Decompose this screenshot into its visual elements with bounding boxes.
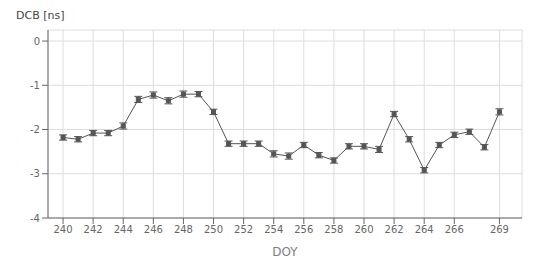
svg-text:266: 266 [445, 224, 464, 235]
svg-text:258: 258 [324, 224, 343, 235]
svg-text:242: 242 [84, 224, 103, 235]
svg-text:240: 240 [54, 224, 73, 235]
svg-text:0: 0 [34, 36, 40, 47]
svg-text:254: 254 [264, 224, 283, 235]
svg-text:-1: -1 [30, 80, 40, 91]
svg-text:-4: -4 [30, 213, 40, 224]
svg-text:252: 252 [234, 224, 253, 235]
svg-text:264: 264 [415, 224, 434, 235]
svg-text:-2: -2 [30, 124, 40, 135]
svg-text:DOY: DOY [272, 245, 298, 259]
svg-text:256: 256 [294, 224, 313, 235]
svg-text:-3: -3 [30, 168, 40, 179]
svg-text:248: 248 [174, 224, 193, 235]
svg-text:244: 244 [114, 224, 133, 235]
html-text:DCB [ns]: DCB [ns] [16, 9, 65, 22]
svg-text:262: 262 [385, 224, 404, 235]
svg-text:246: 246 [144, 224, 163, 235]
svg-text:260: 260 [354, 224, 373, 235]
svg-text:250: 250 [204, 224, 223, 235]
svg-text:269: 269 [490, 224, 509, 235]
